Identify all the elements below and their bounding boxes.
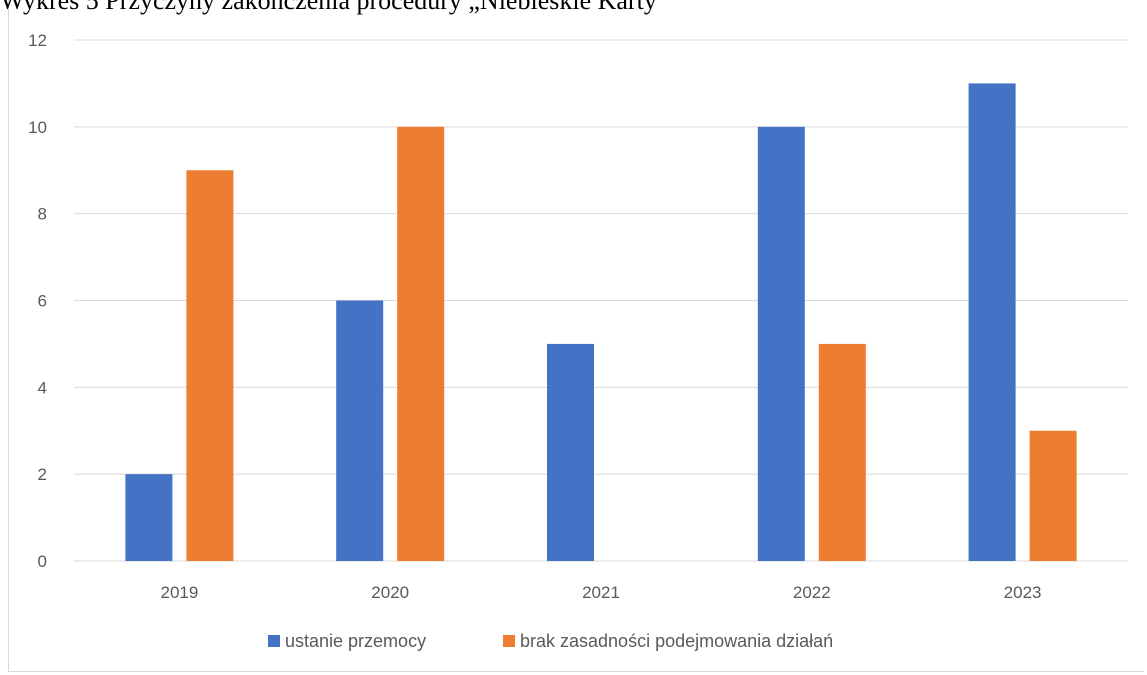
y-tick-label: 6	[38, 292, 47, 311]
x-tick-label: 2020	[371, 583, 409, 602]
bar-series1-2023	[968, 83, 1016, 562]
bar-series2-2023	[1029, 430, 1077, 561]
bar-series1-2021	[547, 343, 594, 561]
bar-series1-2019	[125, 474, 173, 561]
legend-swatch-2	[503, 635, 515, 647]
bar-series1-2020	[336, 300, 384, 561]
bar-series1-2022	[757, 126, 805, 561]
chart-caption: Wykres 5 Przyczyny zakończenia procedury…	[0, 0, 669, 15]
bar-series2-2020	[397, 126, 445, 561]
legend-label-2: brak zasadności podejmowania działań	[520, 631, 833, 651]
y-tick-label: 8	[38, 205, 47, 224]
y-tick-label: 12	[28, 31, 47, 50]
y-tick-label: 4	[38, 378, 47, 397]
legend-swatch-1	[268, 635, 280, 647]
bar-series2-2019	[186, 170, 234, 561]
x-tick-label: 2023	[1004, 583, 1042, 602]
chart-frame	[8, 0, 1144, 672]
legend-label-1: ustanie przemocy	[285, 631, 426, 651]
y-tick-label: 2	[38, 465, 47, 484]
bar-series2-2022	[818, 343, 866, 561]
x-tick-label: 2021	[582, 583, 620, 602]
x-tick-label: 2022	[793, 583, 831, 602]
y-tick-label: 10	[28, 118, 47, 137]
y-tick-label: 0	[38, 552, 47, 571]
x-tick-label: 2019	[160, 583, 198, 602]
